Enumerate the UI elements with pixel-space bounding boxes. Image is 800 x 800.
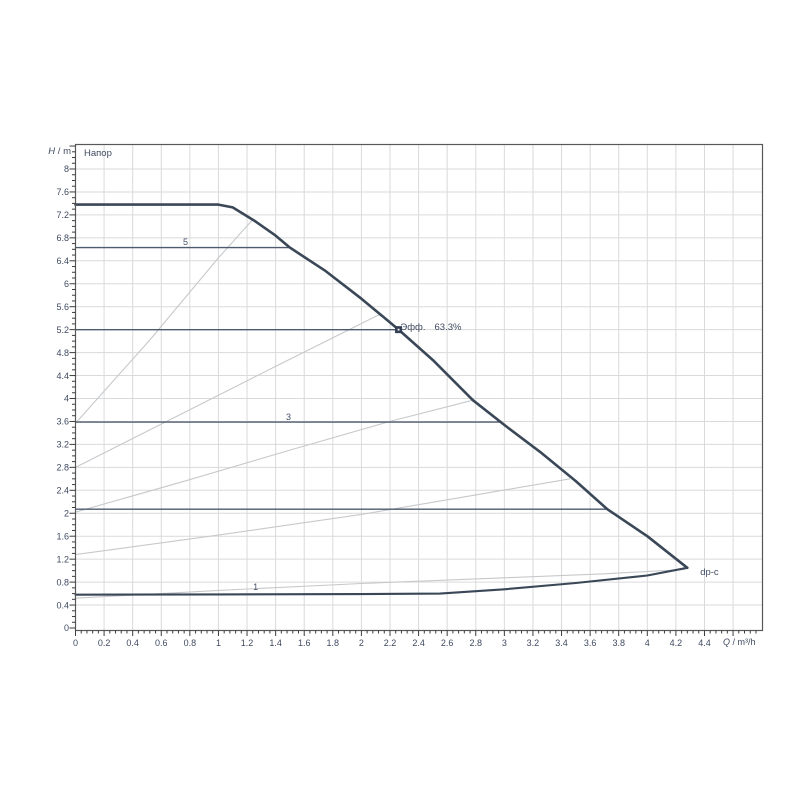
y-tick-label: 0.4 [56, 600, 69, 610]
chart-title: Напор [84, 149, 112, 159]
x-tick-label: 2.4 [412, 638, 425, 648]
x-tick-label: 1.2 [241, 638, 254, 648]
y-tick-label: 1.6 [56, 531, 69, 541]
control-lines [75, 246, 608, 510]
x-tick-label: 2.2 [384, 638, 397, 648]
y-tick-label: 2.4 [56, 486, 69, 496]
x-tick-label: 0.6 [155, 638, 168, 648]
speed-curve-c [75, 399, 474, 513]
x-axis-title: Q / m³/h [723, 637, 756, 647]
speed-curve-d [75, 478, 571, 556]
y-tick-labels: 0 0.4 0.8 1.2 1.6 2 2.4 2.8 3.2 3.6 4 4.4 4.8 5.2 5.6 6… [56, 164, 69, 633]
y-tick-label: 2.8 [56, 463, 69, 473]
y-tick-label: 6.8 [56, 233, 69, 243]
y-tick-label: 3.6 [56, 417, 69, 427]
efficiency-label: Эфф. [400, 322, 426, 334]
y-tick-label: 6.4 [56, 256, 69, 266]
y-tick-label: 0 [64, 623, 69, 633]
x-tick-label: 0 [73, 638, 78, 648]
y-tick-label: 7.2 [56, 210, 69, 220]
setting-5-label: 5 [183, 236, 189, 247]
x-tick-label: 1 [216, 638, 221, 648]
x-tick-label: 3.8 [612, 638, 625, 648]
pump-curve-min-speed[interactable] [74, 566, 689, 596]
x-tick-label: 0.8 [184, 638, 197, 648]
chart-title-text: Напор [84, 148, 112, 159]
y-tick-label: 2 [64, 508, 69, 518]
gridlines [75, 144, 763, 631]
y-tick-label: 7.6 [56, 187, 69, 197]
x-tick-label: 0.2 [98, 638, 111, 648]
control-mode-label: dp-c [700, 568, 718, 578]
x-tick-label: 1.8 [327, 638, 340, 648]
speed-curve-a [75, 219, 254, 424]
y-axis-symbol: H [48, 146, 56, 157]
x-tick-label: 4.2 [670, 638, 683, 648]
x-axis-symbol: Q [723, 637, 731, 647]
speed-curve-e [75, 568, 685, 599]
x-tick-label: 0.4 [126, 638, 139, 648]
y-tick-label: 1.2 [56, 554, 69, 564]
x-tick-label: 1.6 [298, 638, 311, 648]
efficiency-annotation: Эфф. 63.3% [390, 313, 462, 343]
x-tick-label: 2.8 [470, 638, 483, 648]
x-tick-label: 4 [645, 638, 650, 648]
y-axis-unit: / m [55, 146, 71, 157]
x-tick-label: 3 [502, 638, 507, 648]
y-tick-label: 5.6 [56, 302, 69, 312]
x-tick-label: 3.6 [584, 638, 597, 648]
setting-3-label: 3 [285, 411, 291, 422]
x-axis-unit: / m³/h [730, 637, 756, 647]
speed-curve-b [75, 313, 381, 468]
y-tick-label: 6 [64, 279, 69, 289]
x-tick-label: 3.4 [555, 638, 568, 648]
efficiency-value: 63.3% [434, 322, 462, 334]
x-tick-label: 4.4 [698, 638, 711, 648]
y-tick-label: 4.4 [56, 371, 69, 381]
x-tick-label: 2 [359, 638, 364, 648]
y-tick-label: 4.8 [56, 348, 69, 358]
y-tick-label: 3.2 [56, 440, 69, 450]
axis-ticks [69, 145, 757, 636]
y-axis-title: H / m [48, 147, 71, 157]
setting-1-label: 1 [253, 582, 259, 593]
x-tick-label: 3.2 [527, 638, 540, 648]
duty-point-marker[interactable] [395, 326, 403, 334]
y-tick-label: 4 [64, 394, 69, 404]
x-tick-label: 2.6 [441, 638, 454, 648]
control-mode-text: dp-c [700, 567, 719, 579]
x-tick-label: 1.4 [269, 638, 282, 648]
y-tick-label: 8 [64, 164, 69, 174]
y-tick-label: 0.8 [56, 577, 69, 587]
speed-curves [75, 219, 685, 599]
x-tick-labels: 0 0.2 0.4 0.6 0.8 1 1.2 1.4 1.6 1.8 2 2.2 2.4 2.6 2.8 3… [73, 638, 711, 648]
y-tick-label: 5.2 [56, 325, 69, 335]
